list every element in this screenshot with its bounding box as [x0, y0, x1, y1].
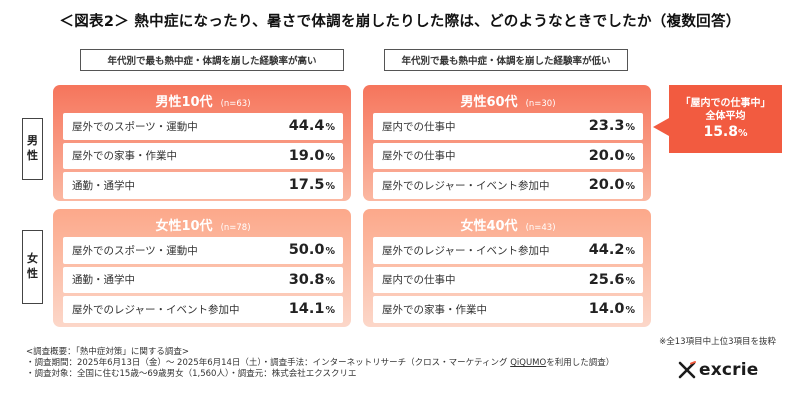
result-value: 23.3%: [588, 118, 635, 135]
result-label: 屋外でのスポーツ・運動中: [72, 244, 198, 257]
result-label: 屋外での家事・作業中: [72, 150, 177, 163]
row-label-male-char1: 男: [27, 134, 38, 148]
panel-header: 女性40代 (n=43): [373, 215, 643, 234]
result-label: 屋外でのレジャー・イベント参加中: [382, 179, 550, 192]
result-value: 14.0%: [588, 301, 635, 318]
sample-size: (n=43): [525, 223, 556, 233]
result-label: 通勤・通学中: [72, 274, 135, 287]
sample-size: (n=30): [525, 99, 556, 109]
panel-female-40s: 女性40代 (n=43) 屋外でのレジャー・イベント参加中 44.2% 屋内での…: [363, 209, 651, 327]
result-label: 屋外でのレジャー・イベント参加中: [382, 244, 550, 257]
result-label: 通勤・通学中: [72, 179, 135, 192]
result-row: 屋内での仕事中 23.3%: [373, 113, 643, 140]
row-label-female: 女 性: [22, 230, 43, 304]
panel-title: 女性40代: [460, 219, 518, 234]
result-row: 屋外での家事・作業中 14.0%: [373, 296, 643, 323]
callout-category: 「屋内での仕事中」: [680, 97, 771, 109]
result-label: 屋外でのスポーツ・運動中: [72, 120, 198, 133]
row-label-male-char2: 性: [27, 149, 38, 162]
excerpt-note: ※全13項目中上位3項目を抜粋: [659, 337, 776, 347]
subheader-high: 年代別で最も熱中症・体調を崩した経験率が高い: [80, 49, 344, 71]
result-row: 屋外でのレジャー・イベント参加中 20.0%: [373, 172, 643, 199]
row-label-female-char2: 性: [27, 267, 38, 280]
panel-header: 男性60代 (n=30): [373, 91, 643, 110]
result-row: 通勤・通学中 30.8%: [63, 266, 343, 293]
result-row: 屋外でのレジャー・イベント参加中 14.1%: [63, 296, 343, 323]
panel-title: 女性10代: [155, 219, 213, 234]
result-label: 屋外での家事・作業中: [382, 303, 487, 316]
callout-label: 全体平均: [705, 110, 746, 122]
result-label: 屋内での仕事中: [382, 120, 456, 133]
subheader-low: 年代別で最も熱中症・体調を崩した経験率が低い: [384, 49, 628, 71]
logo-text: excrie: [699, 360, 759, 380]
survey-footnotes: <調査概要：「熱中症対策」に関する調査> ・調査期間：2025年6月13日（金）…: [26, 347, 614, 381]
result-value: 20.0%: [588, 147, 635, 164]
panel-male-60s: 男性60代 (n=30) 屋内での仕事中 23.3% 屋外での仕事中 20.0%…: [363, 85, 651, 201]
logo-mark-icon: [678, 361, 696, 379]
result-row: 屋外でのスポーツ・運動中 50.0%: [63, 237, 343, 264]
result-row: 通勤・通学中 17.5%: [63, 172, 343, 199]
result-value: 20.0%: [588, 177, 635, 194]
result-value: 50.0%: [288, 242, 335, 259]
result-row: 屋外での仕事中 20.0%: [373, 142, 643, 169]
footnote-heading: <調査概要：「熱中症対策」に関する調査>: [26, 347, 189, 357]
panel-title: 男性10代: [155, 95, 213, 110]
result-label: 屋外での仕事中: [382, 150, 456, 163]
result-row: 屋外での家事・作業中 19.0%: [63, 142, 343, 169]
result-value: 44.4%: [288, 118, 335, 135]
result-row: 屋外でのレジャー・イベント参加中 44.2%: [373, 237, 643, 264]
panel-female-10s: 女性10代 (n=78) 屋外でのスポーツ・運動中 50.0% 通勤・通学中 3…: [53, 209, 351, 327]
result-value: 19.0%: [288, 147, 335, 164]
result-row: 屋外でのスポーツ・運動中 44.4%: [63, 113, 343, 140]
result-value: 44.2%: [588, 242, 635, 259]
result-value: 25.6%: [588, 271, 635, 288]
result-label: 屋外でのレジャー・イベント参加中: [72, 303, 240, 316]
panel-male-10s: 男性10代 (n=63) 屋外でのスポーツ・運動中 44.4% 屋外での家事・作…: [53, 85, 351, 201]
result-value: 14.1%: [288, 301, 335, 318]
footnote-target: ・調査対象：全国に住む15歳～69歳男女（1,560人）・調査元：株式会社エクス…: [26, 369, 357, 380]
panel-header: 女性10代 (n=78): [63, 215, 343, 234]
callout-value: 15.8%: [703, 123, 748, 140]
result-label: 屋内での仕事中: [382, 274, 456, 287]
footnote-period: ・調査期間：2025年6月13日（金）～ 2025年6月14日（土）・調査手法：…: [26, 358, 615, 369]
row-label-female-char1: 女: [27, 252, 38, 266]
excrie-logo: excrie: [678, 360, 759, 380]
qiqumo-link[interactable]: QiQUMO: [510, 358, 547, 369]
average-callout: 「屋内での仕事中」 全体平均 15.8%: [669, 85, 782, 153]
result-row: 屋内での仕事中 25.6%: [373, 266, 643, 293]
sample-size: (n=63): [220, 99, 251, 109]
result-value: 30.8%: [288, 271, 335, 288]
row-label-male: 男 性: [22, 118, 43, 180]
panel-title: 男性60代: [460, 95, 518, 110]
callout-pointer: [653, 118, 669, 136]
result-value: 17.5%: [288, 177, 335, 194]
panel-header: 男性10代 (n=63): [63, 91, 343, 110]
figure-title: ＜図表2＞ 熱中症になったり、暑さで体調を崩したりした際は、どのようなときでした…: [59, 14, 741, 30]
sample-size: (n=78): [220, 223, 251, 233]
